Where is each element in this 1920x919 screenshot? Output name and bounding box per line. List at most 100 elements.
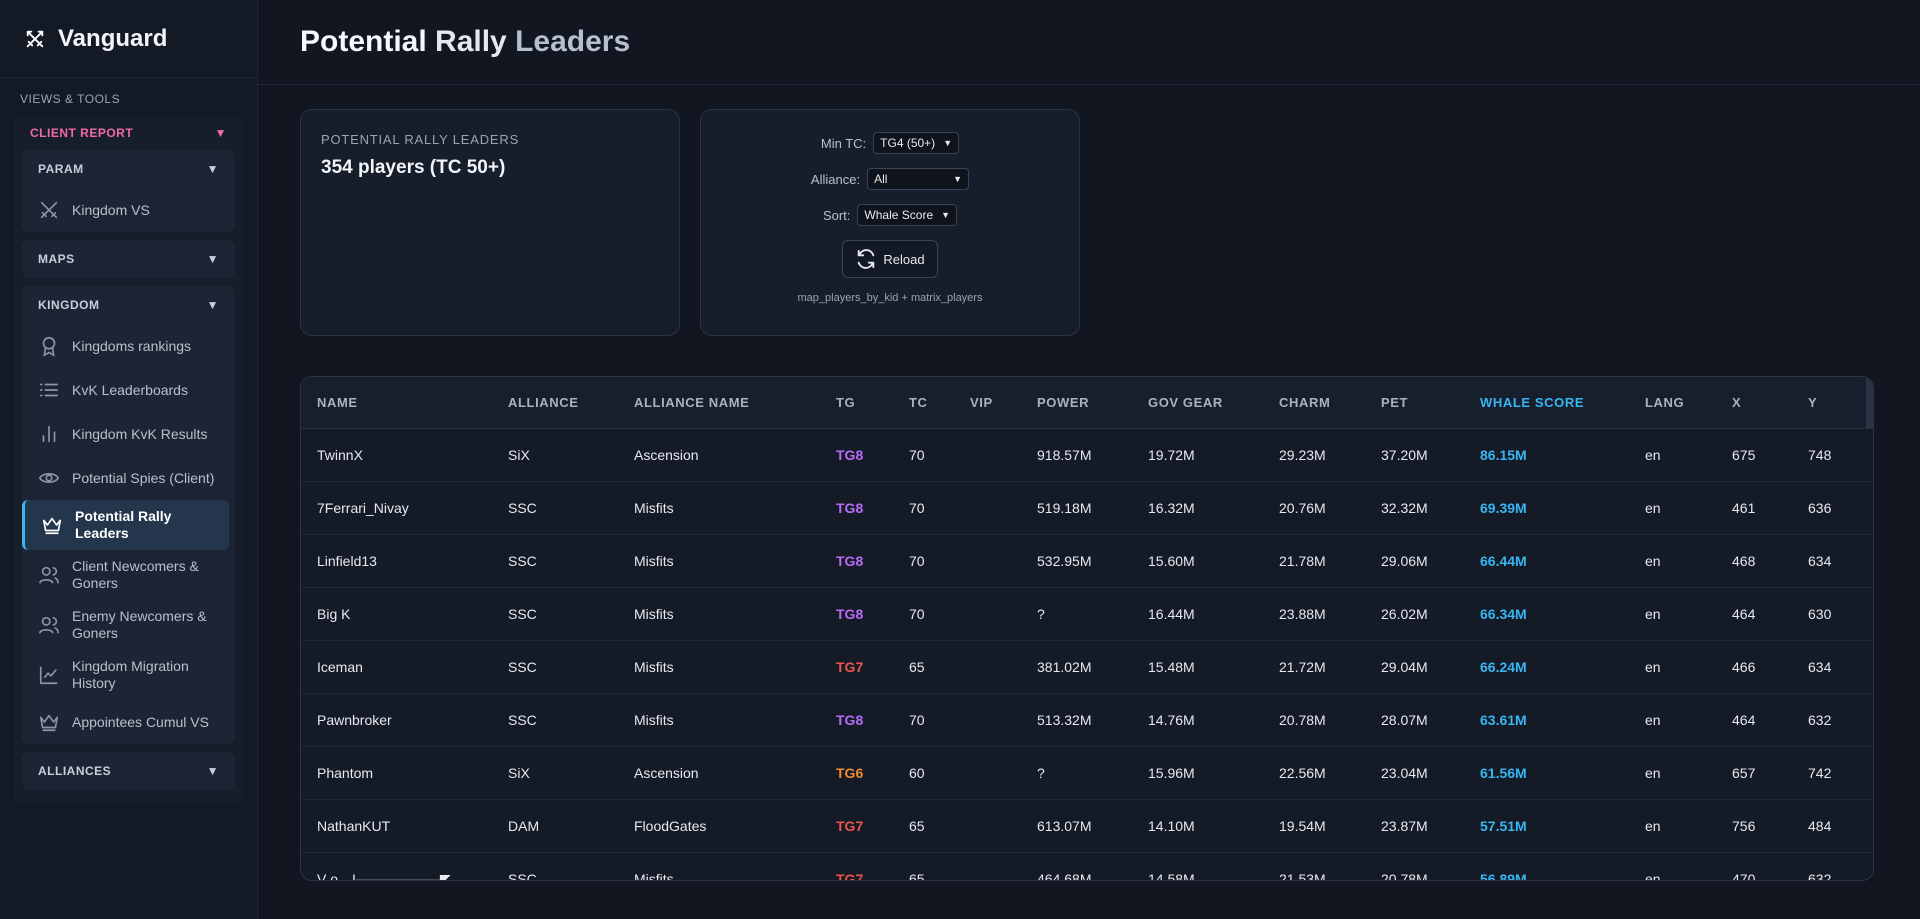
col-lang[interactable]: LANG — [1645, 377, 1732, 429]
sidebar-item-kingdom-kvk-results[interactable]: Kingdom KvK Results — [22, 412, 235, 456]
sidebar-item-potential-rally-leaders[interactable]: Potential Rally Leaders — [22, 500, 229, 550]
col-name[interactable]: NAME — [301, 377, 508, 429]
cell-name: Phantom — [301, 746, 508, 800]
cell-y: 634 — [1808, 534, 1873, 588]
min-tc-value: TG4 (50+) — [880, 136, 936, 150]
cell-tc: 60 — [909, 746, 970, 800]
sidebar-item-label: Potential Rally Leaders — [75, 508, 172, 541]
cell-gov-gear: 15.60M — [1148, 534, 1279, 588]
client-report-toggle[interactable]: CLIENT REPORT ▼ — [14, 116, 243, 150]
sort-row: Sort: Whale Score ▼ — [701, 204, 1079, 226]
reload-label: Reload — [883, 251, 925, 267]
page-header: Potential Rally Leaders — [258, 0, 1920, 85]
sidebar-item-kvk-leaderboards[interactable]: KvK Leaderboards — [22, 368, 235, 412]
reload-button[interactable]: Reload — [842, 240, 938, 278]
cell-vip — [970, 534, 1037, 588]
cell-charm: 19.54M — [1279, 799, 1381, 853]
alliances-toggle[interactable]: ALLIANCES ▼ — [22, 752, 235, 790]
table-row[interactable]: Big K SSC Misfits TG8 70? 16.44M 23.88M 26.02M 6… — [301, 587, 1873, 641]
cell-power: 464.68M — [1037, 852, 1148, 880]
cell-name: Iceman — [301, 640, 508, 694]
main-content: Potential Rally Leaders POTENTIAL RALLY … — [258, 0, 1920, 919]
sidebar-item-enemy-newcomers[interactable]: Enemy Newcomers & Goners — [22, 600, 235, 650]
cell-alliance: SSC — [508, 534, 634, 588]
cell-pet: 37.20M — [1381, 428, 1480, 482]
col-charm[interactable]: CHARM — [1279, 377, 1381, 429]
brand[interactable]: Vanguard — [0, 0, 257, 78]
sidebar-item-kingdom-migration-history[interactable]: Kingdom Migration History — [22, 650, 235, 700]
col-whale-score[interactable]: WHALE SCORE — [1480, 377, 1645, 429]
cell-lang: en — [1645, 481, 1732, 535]
col-vip[interactable]: VIP — [970, 377, 1037, 429]
table-row[interactable]: NathanKUT DAM FloodGates TG7 65 613.07M 14.10M… — [301, 799, 1873, 853]
cell-x: 756 — [1732, 799, 1808, 853]
col-alliance-name[interactable]: ALLIANCE NAME — [634, 377, 836, 429]
sidebar-item-label: Client Newcomers & Goners — [72, 558, 199, 591]
col-y[interactable]: Y — [1808, 377, 1873, 429]
cell-gov-gear: 15.96M — [1148, 746, 1279, 800]
bar-chart-icon — [42, 425, 56, 443]
client-report-section: CLIENT REPORT ▼ PARAM ▼ Kingdom VS MAPS … — [14, 116, 243, 804]
cell-alliance: SiX — [508, 428, 634, 482]
table-row[interactable]: Linfield13 SSC Misfits TG8 70 532.95M 15.60M 21… — [301, 534, 1873, 588]
cell-pet: 20.78M — [1381, 852, 1480, 880]
param-toggle[interactable]: PARAM ▼ — [22, 150, 235, 188]
alliance-select[interactable]: All ▼ — [867, 168, 970, 190]
chevron-down-icon: ▼ — [941, 210, 951, 220]
sidebar-item-potential-spies[interactable]: Potential Spies (Client) — [22, 456, 235, 500]
cell-charm: 29.23M — [1279, 428, 1381, 482]
cell-x: 468 — [1732, 534, 1808, 588]
client-report-label: CLIENT REPORT — [30, 126, 134, 140]
cell-tc: 65 — [909, 640, 970, 694]
maps-toggle[interactable]: MAPS ▼ — [22, 240, 235, 278]
cell-charm: 20.78M — [1279, 693, 1381, 747]
table-row[interactable]: Phantom SiX Ascension TG6 60? 15.96M 22.56M 23.… — [301, 746, 1873, 800]
sidebar-item-kingdom-vs[interactable]: Kingdom VS — [22, 188, 235, 232]
sidebar-item-appointees-cumul-vs[interactable]: Appointees Cumul VS — [22, 700, 235, 744]
sidebar-item-kingdoms-rankings[interactable]: Kingdoms rankings — [22, 324, 235, 368]
col-gov-gear[interactable]: GOV GEAR — [1148, 377, 1279, 429]
sidebar: Vanguard VIEWS & TOOLS CLIENT REPORT ▼ P… — [0, 0, 258, 919]
cell-tc: 70 — [909, 587, 970, 641]
scrollbar[interactable] — [1866, 377, 1873, 428]
sidebar-item-client-newcomers[interactable]: Client Newcomers & Goners — [22, 550, 235, 600]
cell-charm: 21.72M — [1279, 640, 1381, 694]
cell-name: Pawnbroker — [301, 693, 508, 747]
table-row[interactable]: TwinnX SiX Ascension TG8 70 918.57M 19.72M 29.2… — [301, 428, 1873, 482]
cell-power: ? — [1037, 746, 1148, 800]
cell-name: 7Ferrari_Nivay — [301, 481, 508, 535]
table-row[interactable]: V o—I▬▬▬▬▬▬◤ SSC Misfits TG7 65 464.68M 14.58M… — [301, 852, 1873, 880]
cell-x: 675 — [1732, 428, 1808, 482]
col-tg[interactable]: TG — [836, 377, 909, 429]
table-row[interactable]: Pawnbroker SSC Misfits TG8 70 513.32M 14.76M 20… — [301, 693, 1873, 747]
cell-whale-score: 66.44M — [1480, 534, 1645, 588]
table-row[interactable]: Iceman SSC Misfits TG7 65 381.02M 15.48M 21.72M… — [301, 640, 1873, 694]
cell-power: ? — [1037, 587, 1148, 641]
cell-name: Linfield13 — [301, 534, 508, 588]
col-tc[interactable]: TC — [909, 377, 970, 429]
col-x[interactable]: X — [1732, 377, 1808, 429]
sort-select[interactable]: Whale Score ▼ — [857, 204, 958, 226]
cell-whale-score: 86.15M — [1480, 428, 1645, 482]
sidebar-item-label: KvK Leaderboards — [72, 381, 188, 398]
cell-charm: 21.53M — [1279, 852, 1381, 880]
cell-lang: en — [1645, 534, 1732, 588]
cell-whale-score: 69.39M — [1480, 481, 1645, 535]
cell-tc: 70 — [909, 481, 970, 535]
cell-y: 632 — [1808, 852, 1873, 880]
table-row[interactable]: 7Ferrari_Nivay SSC Misfits TG8 70 519.18M 16.3… — [301, 481, 1873, 535]
cell-tc: 70 — [909, 693, 970, 747]
filters-card: Min TC: TG4 (50+) ▼ Alliance: All ▼ Sort… — [700, 109, 1080, 336]
col-power[interactable]: POWER — [1037, 377, 1148, 429]
cell-tg: TG8 — [836, 428, 909, 482]
kingdom-toggle[interactable]: KINGDOM ▼ — [22, 286, 235, 324]
sidebar-item-label: Kingdom VS — [72, 201, 150, 218]
col-alliance[interactable]: ALLIANCE — [508, 377, 634, 429]
chevron-down-icon: ▼ — [214, 126, 227, 140]
min-tc-select[interactable]: TG4 (50+) ▼ — [873, 132, 960, 154]
col-pet[interactable]: PET — [1381, 377, 1480, 429]
summary-value: 354 players (TC 50+) — [321, 157, 506, 178]
cell-gov-gear: 19.72M — [1148, 428, 1279, 482]
sidebar-item-label: Kingdoms rankings — [72, 337, 192, 354]
cell-tc: 70 — [909, 534, 970, 588]
